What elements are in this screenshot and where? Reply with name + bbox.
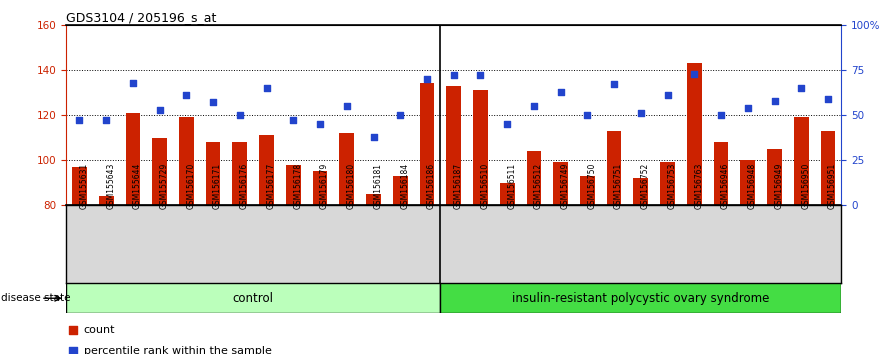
Bar (440, 283, 841, 313)
Text: GSM156951: GSM156951 (828, 163, 837, 209)
Bar (500, 183, 515, 205)
Text: GSM156510: GSM156510 (480, 163, 490, 209)
Point (180, 92, 194, 98)
Bar (660, 162, 675, 205)
Point (100, 118, 114, 123)
Bar (233, 142, 248, 205)
Text: GSM156749: GSM156749 (560, 163, 570, 209)
Point (206, 99, 220, 105)
Text: GSM155644: GSM155644 (133, 163, 142, 209)
Point (447, 73, 461, 78)
Bar (687, 63, 701, 205)
Text: GSM156948: GSM156948 (748, 163, 757, 209)
Point (794, 85, 808, 91)
Bar (126, 113, 140, 205)
Point (260, 85, 274, 91)
Bar (286, 165, 300, 205)
Point (821, 96, 835, 102)
Point (633, 110, 648, 116)
Bar (633, 178, 648, 205)
Text: GDS3104 / 205196_s_at: GDS3104 / 205196_s_at (66, 11, 217, 24)
Text: GSM156752: GSM156752 (640, 163, 650, 209)
Text: GSM155643: GSM155643 (107, 163, 115, 209)
Point (72, 118, 86, 123)
Text: GSM156512: GSM156512 (534, 163, 543, 209)
Point (420, 76, 434, 82)
Point (286, 118, 300, 123)
Bar (714, 142, 729, 205)
Bar (580, 176, 595, 205)
Point (607, 81, 621, 87)
Text: GSM156949: GSM156949 (774, 163, 783, 209)
Bar (820, 131, 835, 205)
Text: GSM156171: GSM156171 (213, 163, 222, 209)
Text: GSM156751: GSM156751 (614, 163, 623, 209)
Bar (366, 194, 381, 205)
Bar (419, 84, 434, 205)
Point (126, 80, 140, 85)
Point (66, 327, 79, 332)
Point (473, 73, 487, 78)
Text: GSM156763: GSM156763 (694, 163, 703, 209)
Text: insulin-resistant polycystic ovary syndrome: insulin-resistant polycystic ovary syndr… (512, 292, 769, 305)
Point (500, 121, 515, 127)
Bar (66, 283, 440, 313)
Point (741, 105, 755, 111)
Text: GSM156180: GSM156180 (347, 163, 356, 209)
Text: GSM156184: GSM156184 (400, 163, 410, 209)
Point (581, 112, 595, 118)
Point (687, 71, 701, 76)
Text: GSM156511: GSM156511 (507, 163, 516, 209)
Point (152, 107, 167, 113)
Bar (527, 151, 541, 205)
Point (393, 112, 407, 118)
Bar (206, 142, 220, 205)
Bar (393, 176, 408, 205)
Bar (767, 149, 781, 205)
Bar (313, 171, 328, 205)
Point (767, 98, 781, 103)
Bar (99, 196, 114, 205)
Bar (740, 160, 755, 205)
Bar (179, 117, 194, 205)
Bar (72, 167, 87, 205)
Point (366, 134, 381, 139)
Point (714, 112, 728, 118)
Bar (473, 90, 488, 205)
Text: GSM156178: GSM156178 (293, 163, 302, 209)
Point (313, 121, 327, 127)
Text: GSM156187: GSM156187 (454, 163, 463, 209)
Point (661, 92, 675, 98)
Bar (259, 135, 274, 205)
Point (340, 103, 354, 109)
Text: GSM156753: GSM156753 (668, 163, 677, 209)
Text: count: count (84, 325, 115, 335)
Text: GSM156176: GSM156176 (240, 163, 248, 209)
Text: disease state: disease state (1, 293, 70, 303)
Text: control: control (233, 292, 274, 305)
Text: GSM156950: GSM156950 (801, 163, 811, 209)
Text: GSM155631: GSM155631 (79, 163, 88, 209)
Text: GSM156186: GSM156186 (427, 163, 436, 209)
Bar (607, 131, 621, 205)
Bar (339, 133, 354, 205)
Text: GSM156177: GSM156177 (267, 163, 276, 209)
Point (553, 89, 567, 95)
Text: GSM156946: GSM156946 (721, 163, 730, 209)
Point (233, 112, 247, 118)
Bar (794, 117, 809, 205)
Text: GSM156750: GSM156750 (588, 163, 596, 209)
Bar (447, 86, 461, 205)
Text: GSM156181: GSM156181 (374, 163, 382, 209)
Text: GSM156179: GSM156179 (320, 163, 329, 209)
Bar (553, 162, 568, 205)
Text: GSM155729: GSM155729 (159, 163, 168, 209)
Bar (152, 138, 167, 205)
Point (527, 103, 541, 109)
Point (66, 348, 79, 354)
Text: percentile rank within the sample: percentile rank within the sample (84, 346, 271, 354)
Text: GSM156170: GSM156170 (187, 163, 196, 209)
